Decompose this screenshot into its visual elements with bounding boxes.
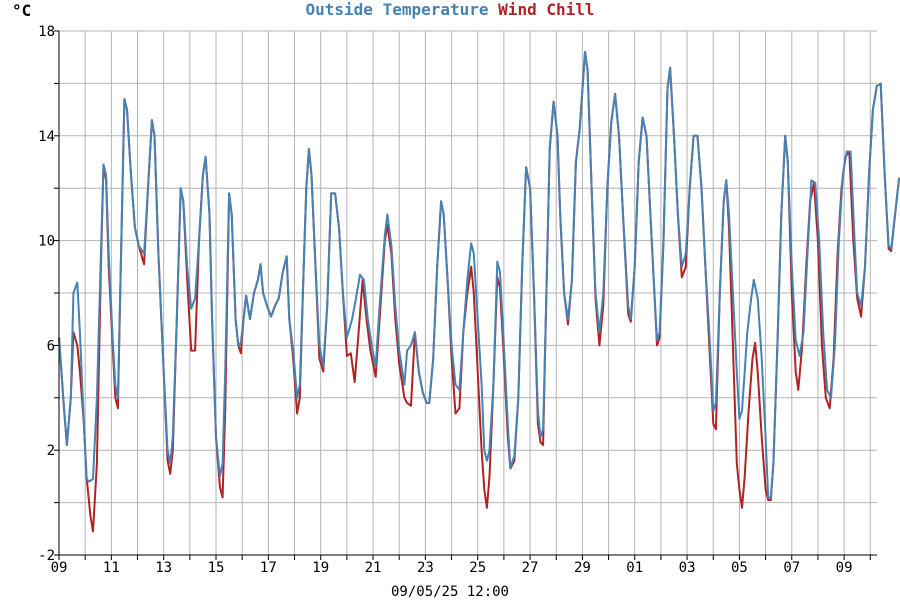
y-tick-label: 18: [38, 24, 55, 40]
x-tick-label: 09: [836, 560, 853, 576]
y-tick-label: 10: [38, 234, 55, 250]
wind-chill-line: [58, 51, 900, 533]
y-tick-label: 14: [38, 129, 55, 145]
axes: [54, 30, 877, 560]
chart-title: Outside Temperature Wind Chill: [306, 0, 595, 19]
title-outside-temperature: Outside Temperature: [306, 0, 489, 19]
x-tick-label: 05: [731, 560, 748, 576]
series-lines: [58, 51, 900, 533]
x-tick-label: 15: [208, 560, 225, 576]
x-tick-labels: 09 11 13 15 17 19 21 23 25 27 29 01 03 05 07 09: [51, 560, 853, 576]
x-tick-label: 07: [783, 560, 800, 576]
x-tick-label: 03: [679, 560, 696, 576]
x-tick-label: 27: [522, 560, 539, 576]
x-tick-label: 19: [312, 560, 329, 576]
x-tick-label: 17: [260, 560, 277, 576]
x-tick-label: 21: [365, 560, 382, 576]
x-tick-label: 29: [574, 560, 591, 576]
x-tick-label: 25: [469, 560, 486, 576]
svg-text:Outside Temperature Wind: Outside Temperature Wind Chill: [306, 0, 595, 19]
y-axis-unit-label: °C: [12, 1, 31, 20]
outside-temperature-line: [58, 51, 900, 499]
x-tick-label: 23: [417, 560, 434, 576]
x-axis-label: 09/05/25 12:00: [391, 584, 509, 600]
x-tick-label: 09: [51, 560, 68, 576]
y-tick-label: 6: [47, 338, 55, 354]
x-tick-label: 01: [626, 560, 643, 576]
title-wind-chill: Wind Chill: [498, 0, 594, 19]
x-tick-label: 13: [155, 560, 172, 576]
y-tick-labels: -2 2 6 10 14 18: [38, 24, 55, 564]
y-tick-label: 2: [47, 443, 55, 459]
x-tick-label: 11: [103, 560, 120, 576]
grid-lines: [59, 30, 877, 555]
y-tick-label: -2: [38, 548, 55, 564]
